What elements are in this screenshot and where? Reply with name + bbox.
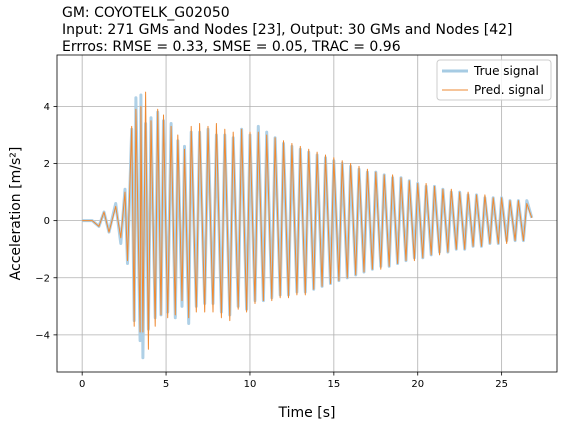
chart-title-line-1: GM: COYOTELK_G02050 [62, 5, 230, 21]
y-tick-label: −2 [35, 273, 50, 284]
chart-title-line-3: Errros: RMSE = 0.33, SMSE = 0.05, TRAC =… [62, 39, 401, 55]
y-tick-label: 2 [44, 159, 50, 170]
y-tick-label: 0 [44, 216, 50, 227]
legend-label-true-signal: True signal [473, 64, 539, 78]
x-tick-label: 20 [411, 379, 424, 390]
y-axis-label: Acceleration [m/s²] [8, 147, 24, 281]
legend: True signal Pred. signal [436, 59, 552, 101]
x-tick-label: 15 [327, 379, 340, 390]
x-ticks: 0 5 10 15 20 25 [79, 372, 508, 390]
x-tick-label: 0 [79, 379, 85, 390]
y-tick-label: 4 [44, 102, 50, 113]
x-tick-label: 25 [495, 379, 508, 390]
plot-frame [56, 54, 558, 373]
chart-title-line-2: Input: 271 GMs and Nodes [23], Output: 3… [62, 22, 513, 38]
x-tick-label: 5 [163, 379, 169, 390]
y-ticks: −4 −2 0 2 4 [35, 102, 57, 341]
series-lines [82, 91, 534, 360]
legend-label-pred-signal: Pred. signal [474, 83, 544, 97]
x-tick-label: 10 [244, 379, 257, 390]
x-axis-label: Time [s] [278, 405, 336, 421]
series-line-pred-signal [82, 91, 533, 350]
y-tick-label: −4 [35, 330, 50, 341]
